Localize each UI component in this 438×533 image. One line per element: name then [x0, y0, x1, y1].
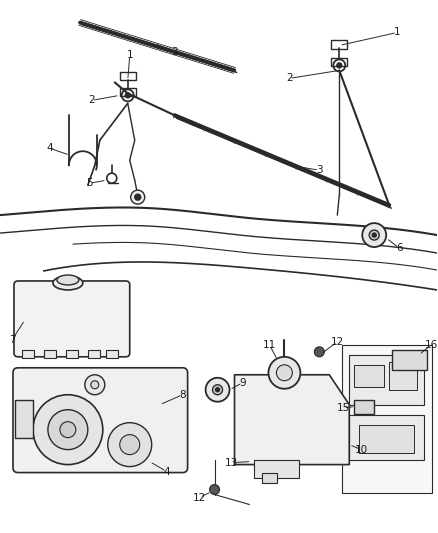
Text: 4: 4: [163, 466, 170, 477]
Circle shape: [362, 223, 386, 247]
Circle shape: [209, 484, 219, 495]
Text: 7: 7: [9, 335, 15, 345]
Bar: [66, 350, 78, 358]
Circle shape: [108, 423, 152, 466]
Bar: [120, 88, 136, 96]
Circle shape: [125, 93, 130, 98]
Circle shape: [48, 410, 88, 450]
Text: 16: 16: [424, 340, 438, 350]
Text: 4: 4: [46, 143, 53, 154]
Bar: [44, 350, 56, 358]
Bar: [120, 72, 136, 80]
Bar: [254, 459, 300, 478]
Circle shape: [268, 357, 300, 389]
Circle shape: [372, 233, 376, 237]
Bar: [88, 350, 100, 358]
Bar: [392, 350, 427, 370]
Text: 10: 10: [355, 445, 368, 455]
Circle shape: [215, 387, 219, 392]
Text: 2: 2: [286, 74, 293, 83]
Text: 12: 12: [193, 492, 206, 503]
Text: 15: 15: [337, 403, 350, 413]
Bar: [349, 415, 424, 459]
Text: 11: 11: [263, 340, 276, 350]
Circle shape: [91, 381, 99, 389]
Bar: [354, 365, 384, 387]
Text: 1: 1: [127, 51, 133, 60]
Bar: [389, 362, 417, 390]
FancyBboxPatch shape: [13, 368, 187, 473]
Circle shape: [212, 385, 223, 395]
Bar: [106, 350, 118, 358]
Bar: [262, 473, 277, 482]
Circle shape: [120, 434, 140, 455]
Bar: [342, 345, 432, 492]
Circle shape: [33, 395, 103, 465]
Bar: [349, 355, 424, 405]
Circle shape: [60, 422, 76, 438]
Circle shape: [135, 194, 141, 200]
Circle shape: [85, 375, 105, 395]
Circle shape: [337, 63, 342, 68]
Ellipse shape: [53, 276, 83, 290]
Bar: [331, 41, 347, 50]
Bar: [354, 400, 374, 414]
Polygon shape: [234, 375, 349, 465]
Circle shape: [205, 378, 230, 402]
Text: 12: 12: [331, 337, 344, 347]
Bar: [15, 400, 33, 438]
Text: 5: 5: [86, 178, 93, 188]
FancyBboxPatch shape: [14, 281, 130, 357]
Text: 8: 8: [179, 390, 186, 400]
Text: 13: 13: [225, 458, 238, 467]
Text: 2: 2: [88, 95, 95, 106]
Bar: [359, 425, 414, 453]
Text: 6: 6: [396, 243, 403, 253]
Ellipse shape: [57, 275, 79, 285]
Text: 9: 9: [239, 378, 246, 388]
Text: 1: 1: [394, 28, 400, 37]
Circle shape: [131, 190, 145, 204]
Bar: [22, 350, 34, 358]
Circle shape: [314, 347, 324, 357]
Text: 3: 3: [171, 47, 178, 58]
Text: 3: 3: [316, 165, 323, 175]
Circle shape: [369, 230, 379, 240]
Circle shape: [276, 365, 293, 381]
Bar: [331, 59, 347, 67]
